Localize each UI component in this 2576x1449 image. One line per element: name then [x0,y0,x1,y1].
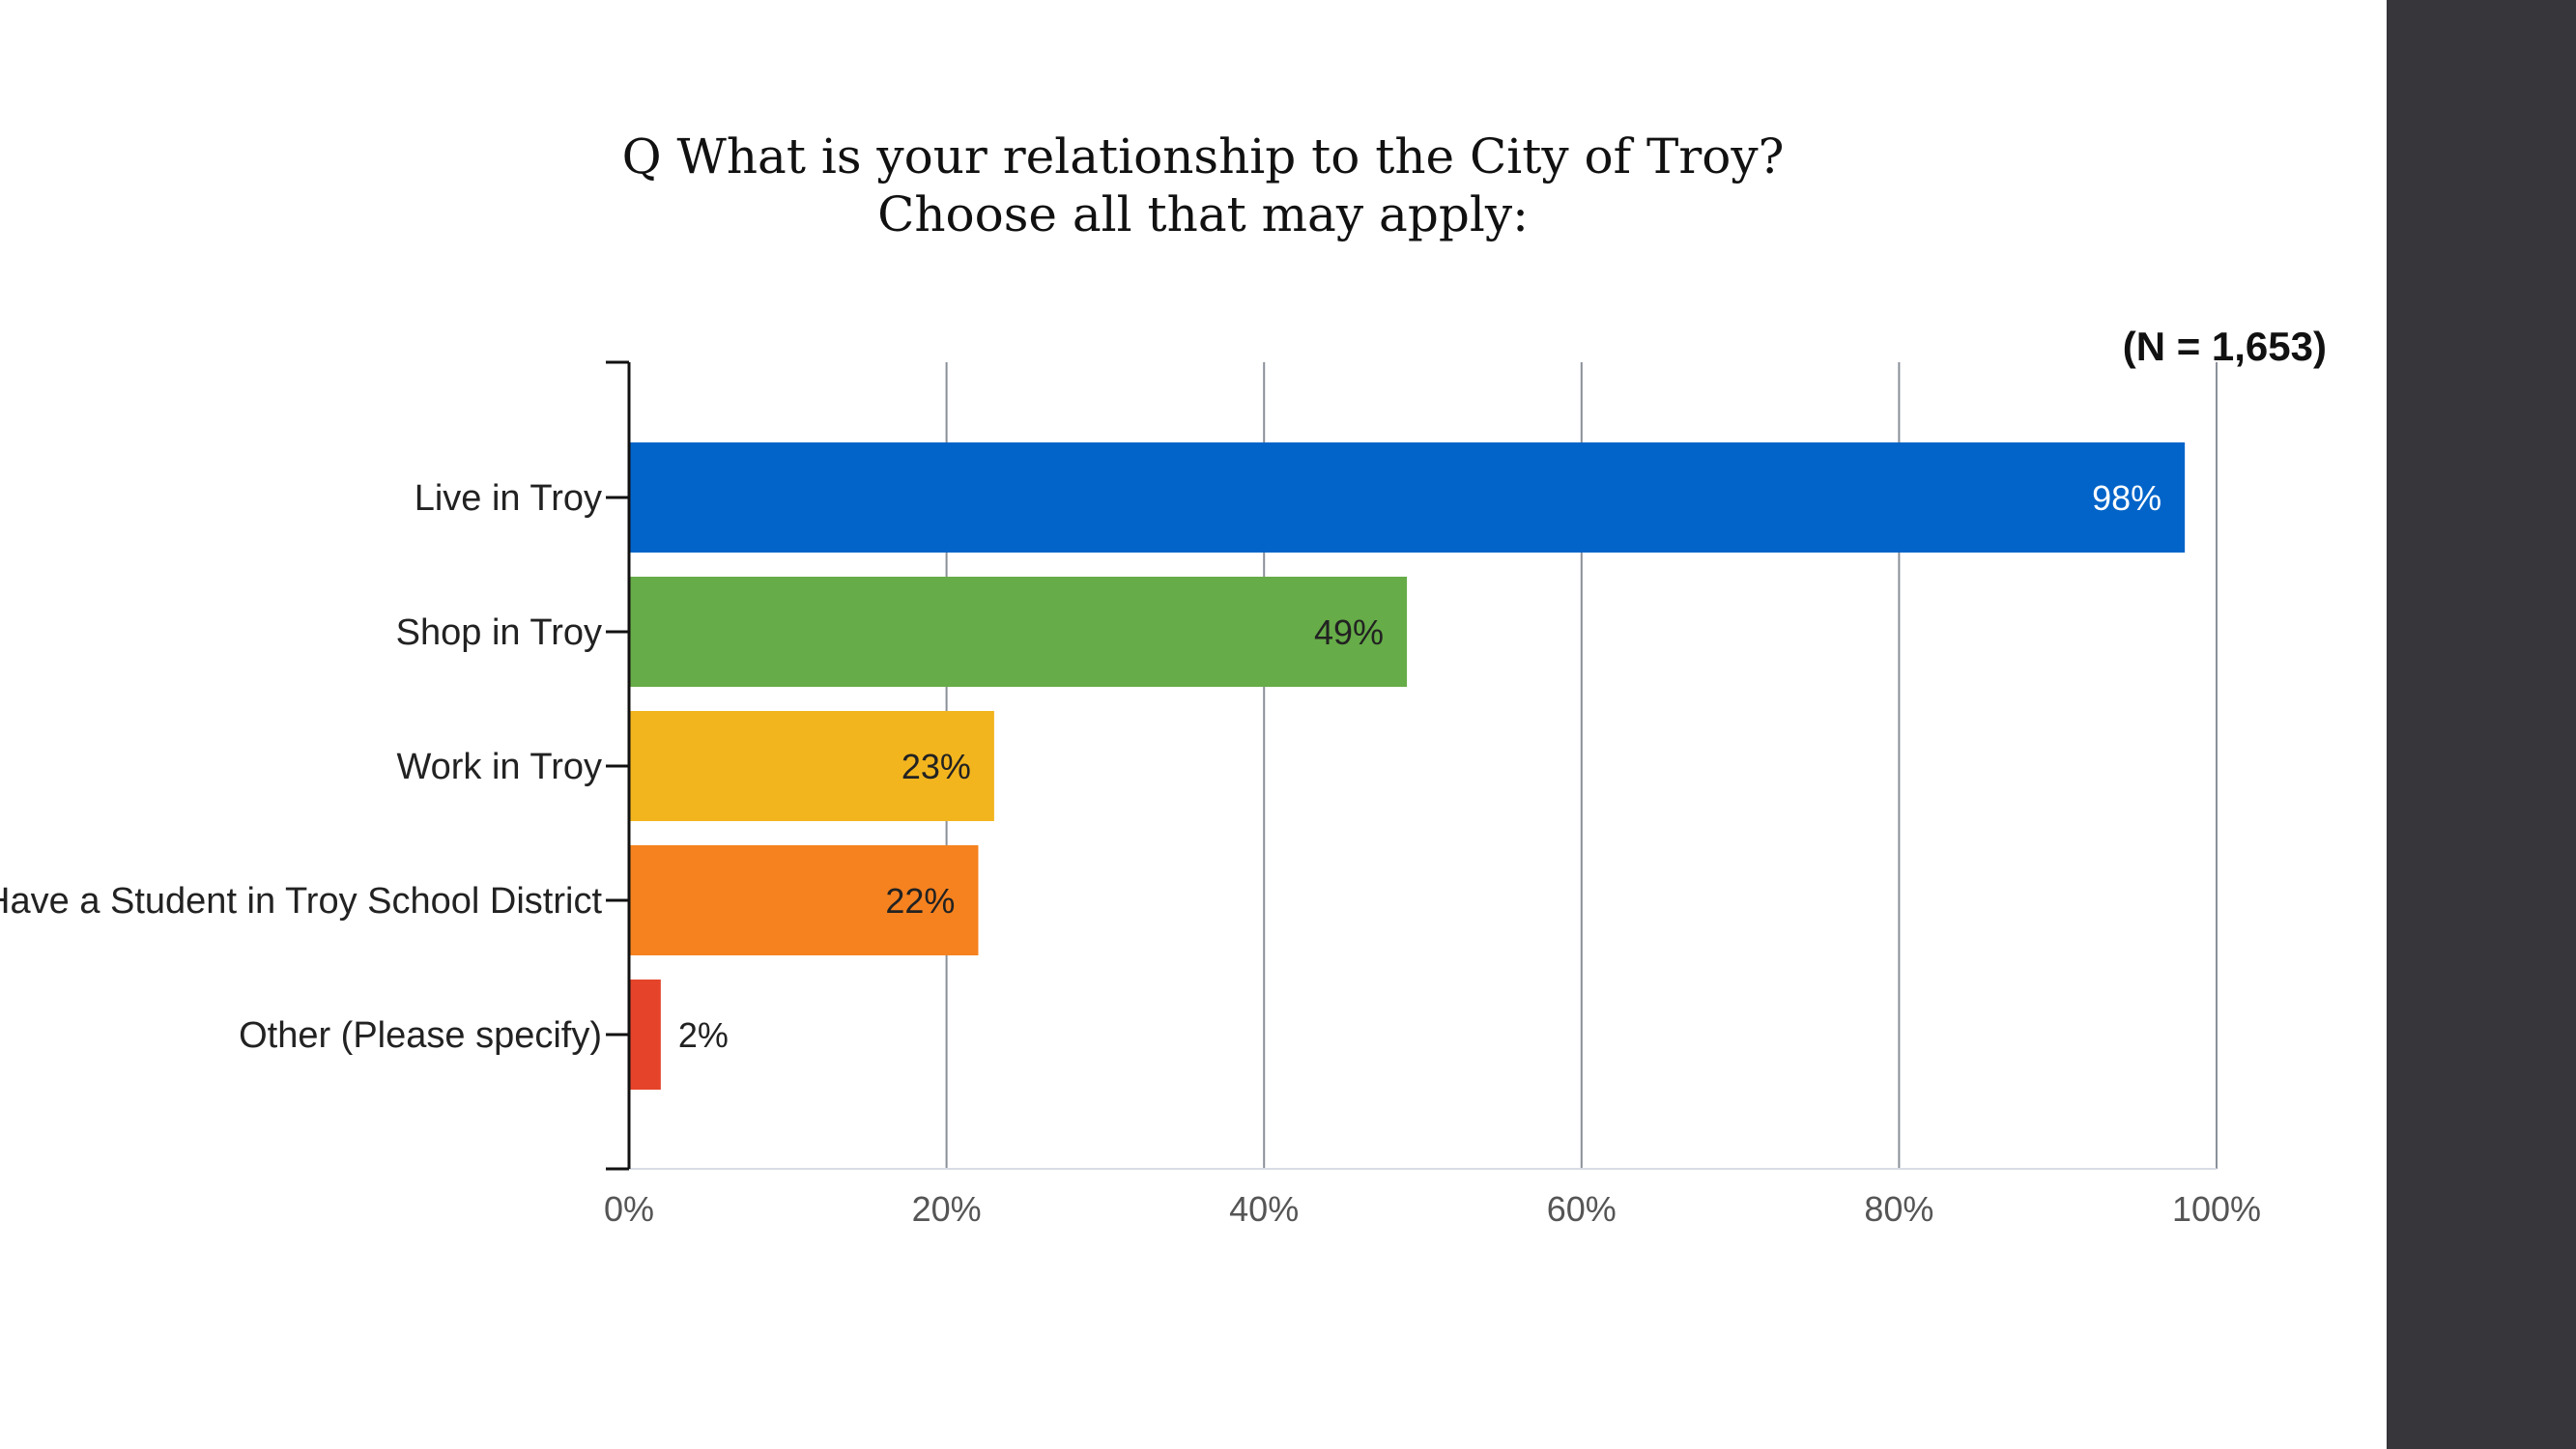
sample-size-note: (N = 1,653) [2123,324,2327,369]
bar-value-label: 22% [885,881,955,921]
bar-value-label: 2% [678,1015,729,1055]
bar [629,980,661,1090]
bar [629,577,1408,687]
category-label: Shop in Troy [396,612,602,653]
x-tick-label: 60% [1547,1189,1617,1229]
labels: 0% 20% 40% 60% 80% 100% Live in Troy 98% Shop in… [0,478,2261,1229]
bar [629,845,979,955]
side-panel [2387,0,2576,1449]
bar-value-label: 23% [902,747,971,786]
chart-title: Q What is your relationship to the City … [560,128,1846,243]
bar [629,711,994,821]
axes [606,360,2217,1171]
category-label: Have a Student in Troy School District [0,881,602,922]
category-label: Other (Please specify) [239,1015,602,1056]
category-label: Work in Troy [396,747,602,787]
bar-value-label: 49% [1314,612,1384,652]
category-label: Live in Troy [415,478,602,519]
chart-title-line-2: Choose all that may apply: [877,186,1529,242]
x-tick-label: 40% [1229,1189,1299,1229]
x-tick-label: 20% [912,1189,982,1229]
bar [629,442,2186,553]
chart-title-line-1: Q What is your relationship to the City … [621,128,1785,185]
bar-chart: 0% 20% 40% 60% 80% 100% Live in Troy 98% Shop in… [0,324,2327,1229]
bar-value-label: 98% [2092,478,2161,518]
x-tick-label: 0% [604,1189,654,1229]
x-tick-label: 100% [2172,1189,2261,1229]
bars [629,442,2186,1090]
x-tick-label: 80% [1864,1189,1933,1229]
